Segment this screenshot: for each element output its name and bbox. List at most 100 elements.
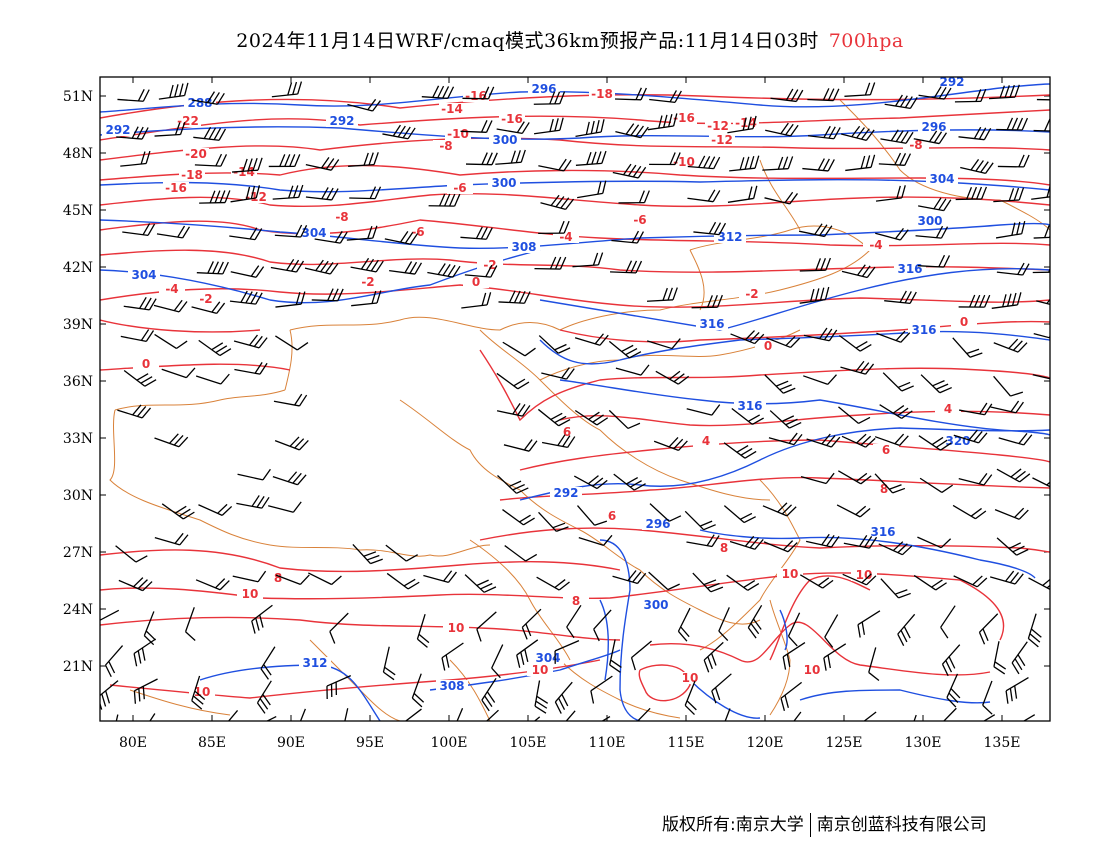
wind-barb bbox=[481, 677, 497, 712]
temperature-label: 0 bbox=[142, 357, 150, 371]
height-label: 296 bbox=[921, 120, 946, 134]
wind-barb bbox=[747, 604, 763, 639]
footer-divider bbox=[809, 813, 811, 837]
wind-barb bbox=[838, 334, 872, 352]
wind-barb bbox=[495, 149, 526, 165]
wind-barb bbox=[806, 433, 841, 448]
wind-barb bbox=[347, 98, 381, 112]
wind-barb bbox=[538, 335, 571, 354]
wind-barb bbox=[252, 716, 277, 721]
temperature-label: 8 bbox=[880, 482, 888, 496]
wind-barb bbox=[844, 82, 876, 97]
height-label: 304 bbox=[535, 651, 560, 665]
wind-barb bbox=[503, 439, 538, 452]
wind-barb bbox=[156, 225, 191, 239]
wind-barb bbox=[196, 261, 229, 275]
wind-barb bbox=[273, 393, 308, 407]
wind-barb bbox=[464, 574, 497, 593]
wind-barb bbox=[996, 537, 1029, 556]
wind-barb bbox=[803, 327, 838, 342]
wind-barb bbox=[199, 190, 231, 204]
wind-barb bbox=[726, 574, 760, 591]
temperature-label: -14 bbox=[441, 102, 463, 116]
temperature-label: -4 bbox=[869, 238, 882, 252]
temperature-label-bg bbox=[477, 259, 503, 271]
temperature-label-bg bbox=[183, 148, 209, 160]
wind-barb bbox=[711, 673, 732, 704]
wind-barb bbox=[534, 256, 567, 270]
height-label-bg bbox=[102, 124, 134, 136]
wind-barb bbox=[460, 226, 493, 240]
height-label: 300 bbox=[643, 598, 668, 612]
temperature-label-bg bbox=[499, 113, 525, 125]
wind-barb bbox=[646, 338, 681, 350]
wind-barb bbox=[723, 442, 757, 459]
wind-barb bbox=[993, 641, 1007, 675]
wind-barb bbox=[960, 159, 994, 175]
wind-barb bbox=[768, 432, 803, 446]
temperature-label-bg bbox=[589, 88, 615, 100]
wind-barb bbox=[838, 406, 871, 425]
wind-barb bbox=[799, 257, 831, 272]
wind-barb bbox=[907, 714, 917, 721]
wind-barb bbox=[845, 154, 876, 172]
wind-barb bbox=[630, 640, 652, 671]
temperature-label: 10 bbox=[532, 663, 549, 677]
wind-barb bbox=[275, 291, 306, 308]
temperature-label: -20 bbox=[185, 147, 207, 161]
wind-barb bbox=[538, 511, 569, 532]
height-label-bg bbox=[532, 652, 564, 664]
wind-barb bbox=[613, 473, 646, 491]
wind-barb bbox=[194, 153, 228, 167]
wind-barb bbox=[251, 604, 273, 634]
wind-barb bbox=[193, 126, 227, 141]
temperature-label: -6 bbox=[633, 213, 646, 227]
height-label: 300 bbox=[917, 214, 942, 228]
wind-barb bbox=[272, 471, 307, 486]
wind-barb bbox=[993, 338, 1028, 353]
wind-barb bbox=[958, 294, 991, 308]
temperature-label-bg bbox=[133, 358, 159, 370]
wind-barb bbox=[802, 158, 835, 172]
height-label-bg bbox=[640, 599, 672, 611]
wind-barb bbox=[115, 545, 148, 563]
temperature-label: 4 bbox=[944, 402, 952, 416]
wind-barb bbox=[491, 644, 504, 679]
wind-barb bbox=[116, 126, 149, 140]
wind-barb bbox=[824, 614, 839, 648]
wind-barb bbox=[823, 643, 847, 671]
temperature-label: -18 bbox=[181, 168, 203, 182]
height-label: 308 bbox=[511, 240, 536, 254]
wind-barb bbox=[959, 402, 993, 416]
wind-barb bbox=[274, 224, 308, 238]
wind-barb bbox=[954, 89, 987, 103]
wind-barb bbox=[534, 117, 564, 135]
wind-barb bbox=[578, 534, 613, 546]
wind-barb bbox=[1028, 576, 1050, 591]
wind-barb bbox=[230, 265, 265, 278]
wind-barb bbox=[876, 330, 911, 343]
temperature-label: -4 bbox=[559, 230, 572, 244]
lon-label: 110E bbox=[589, 735, 626, 751]
height-label-bg bbox=[914, 215, 946, 227]
wind-barb bbox=[731, 407, 764, 425]
wind-barb bbox=[692, 572, 724, 593]
wind-barb bbox=[937, 707, 957, 721]
wind-barb bbox=[878, 541, 913, 556]
wind-barb bbox=[476, 611, 497, 642]
wind-barb bbox=[770, 88, 804, 103]
temperature-label-bg bbox=[951, 316, 977, 328]
wind-barb bbox=[653, 436, 688, 452]
axis-tick-labels: 51N 48N 45N 42N 39N 36N 33N 30N 27N 24N 21N 80E 85E 9… bbox=[63, 89, 1021, 751]
wind-barb bbox=[153, 299, 188, 313]
temperature-label-bg bbox=[693, 435, 719, 447]
temperature-label: -8 bbox=[335, 210, 348, 224]
height-label-bg bbox=[926, 173, 958, 185]
wind-barb bbox=[940, 605, 956, 639]
wind-barb bbox=[769, 410, 802, 429]
wind-barb bbox=[386, 572, 420, 590]
wind-barb bbox=[953, 575, 988, 588]
wind-barb bbox=[230, 185, 261, 203]
wind-barb bbox=[913, 574, 947, 591]
wind-barb bbox=[268, 501, 302, 513]
